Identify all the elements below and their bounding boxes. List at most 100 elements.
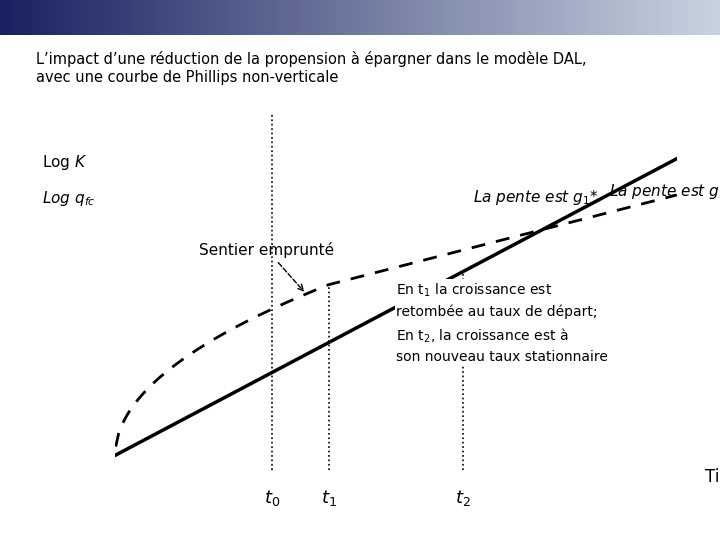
Bar bbox=[212, 0, 216, 35]
Bar bbox=[472, 0, 475, 35]
Bar bbox=[180, 0, 184, 35]
Bar bbox=[608, 0, 612, 35]
Bar bbox=[140, 0, 144, 35]
Bar bbox=[144, 0, 148, 35]
Bar bbox=[677, 0, 680, 35]
Bar bbox=[644, 0, 648, 35]
Bar bbox=[515, 0, 518, 35]
Bar bbox=[245, 0, 248, 35]
Bar bbox=[360, 0, 364, 35]
Bar bbox=[504, 0, 508, 35]
Bar bbox=[569, 0, 572, 35]
Bar bbox=[284, 0, 288, 35]
Bar bbox=[716, 0, 720, 35]
Bar bbox=[14, 0, 18, 35]
Bar bbox=[241, 0, 245, 35]
Bar bbox=[688, 0, 691, 35]
Text: En t$_1$ la croissance est
retombée au taux de départ;
En t$_2$, la croissance e: En t$_1$ la croissance est retombée au t… bbox=[396, 282, 608, 364]
Bar bbox=[450, 0, 454, 35]
Bar bbox=[317, 0, 320, 35]
Bar bbox=[396, 0, 400, 35]
Bar bbox=[310, 0, 313, 35]
Bar bbox=[601, 0, 605, 35]
Bar bbox=[108, 0, 112, 35]
Bar bbox=[198, 0, 202, 35]
Bar bbox=[252, 0, 256, 35]
Bar bbox=[698, 0, 702, 35]
Bar bbox=[378, 0, 382, 35]
Bar bbox=[302, 0, 306, 35]
Bar bbox=[587, 0, 590, 35]
Bar bbox=[490, 0, 493, 35]
Bar bbox=[385, 0, 389, 35]
Bar bbox=[338, 0, 342, 35]
Bar bbox=[670, 0, 673, 35]
Bar bbox=[223, 0, 227, 35]
Bar bbox=[619, 0, 623, 35]
Bar bbox=[25, 0, 29, 35]
Text: Log $K$: Log $K$ bbox=[42, 153, 88, 172]
Bar bbox=[533, 0, 536, 35]
Bar bbox=[47, 0, 50, 35]
Bar bbox=[216, 0, 220, 35]
Text: La pente est $g_1$*: La pente est $g_1$* bbox=[474, 188, 599, 207]
Bar bbox=[295, 0, 299, 35]
Bar bbox=[119, 0, 122, 35]
Bar bbox=[648, 0, 652, 35]
Bar bbox=[50, 0, 54, 35]
Bar bbox=[227, 0, 230, 35]
Bar bbox=[86, 0, 90, 35]
Bar bbox=[479, 0, 482, 35]
Bar bbox=[558, 0, 562, 35]
Text: Log $q_{fc}$: Log $q_{fc}$ bbox=[42, 189, 96, 208]
Bar bbox=[475, 0, 479, 35]
Bar bbox=[104, 0, 108, 35]
Bar bbox=[428, 0, 432, 35]
Bar bbox=[626, 0, 630, 35]
Bar bbox=[54, 0, 58, 35]
Bar bbox=[256, 0, 259, 35]
Bar bbox=[61, 0, 65, 35]
Bar bbox=[166, 0, 169, 35]
Bar bbox=[97, 0, 101, 35]
Bar bbox=[616, 0, 619, 35]
Text: avec une courbe de Phillips non-verticale: avec une courbe de Phillips non-vertical… bbox=[36, 70, 338, 85]
Bar bbox=[374, 0, 378, 35]
Bar bbox=[580, 0, 583, 35]
Bar bbox=[313, 0, 317, 35]
Bar bbox=[126, 0, 130, 35]
Bar bbox=[547, 0, 551, 35]
Bar bbox=[497, 0, 500, 35]
Bar bbox=[32, 0, 36, 35]
Bar bbox=[464, 0, 468, 35]
Bar bbox=[4, 0, 7, 35]
Text: Time: Time bbox=[705, 468, 720, 486]
Bar bbox=[72, 0, 76, 35]
Bar bbox=[191, 0, 194, 35]
Bar bbox=[702, 0, 706, 35]
Bar bbox=[544, 0, 547, 35]
Bar bbox=[266, 0, 270, 35]
Bar bbox=[443, 0, 446, 35]
Bar bbox=[94, 0, 97, 35]
Bar bbox=[130, 0, 133, 35]
Bar bbox=[122, 0, 126, 35]
Bar bbox=[176, 0, 180, 35]
Bar bbox=[562, 0, 565, 35]
Bar bbox=[205, 0, 209, 35]
Bar bbox=[425, 0, 428, 35]
Text: $t_1$: $t_1$ bbox=[320, 488, 336, 508]
Bar bbox=[706, 0, 709, 35]
Bar bbox=[270, 0, 274, 35]
Bar bbox=[486, 0, 490, 35]
Bar bbox=[709, 0, 713, 35]
Bar bbox=[342, 0, 346, 35]
Bar bbox=[392, 0, 396, 35]
Bar bbox=[371, 0, 374, 35]
Bar bbox=[659, 0, 662, 35]
Bar bbox=[320, 0, 324, 35]
Bar bbox=[594, 0, 598, 35]
Bar bbox=[454, 0, 457, 35]
Bar bbox=[572, 0, 576, 35]
Bar bbox=[173, 0, 176, 35]
